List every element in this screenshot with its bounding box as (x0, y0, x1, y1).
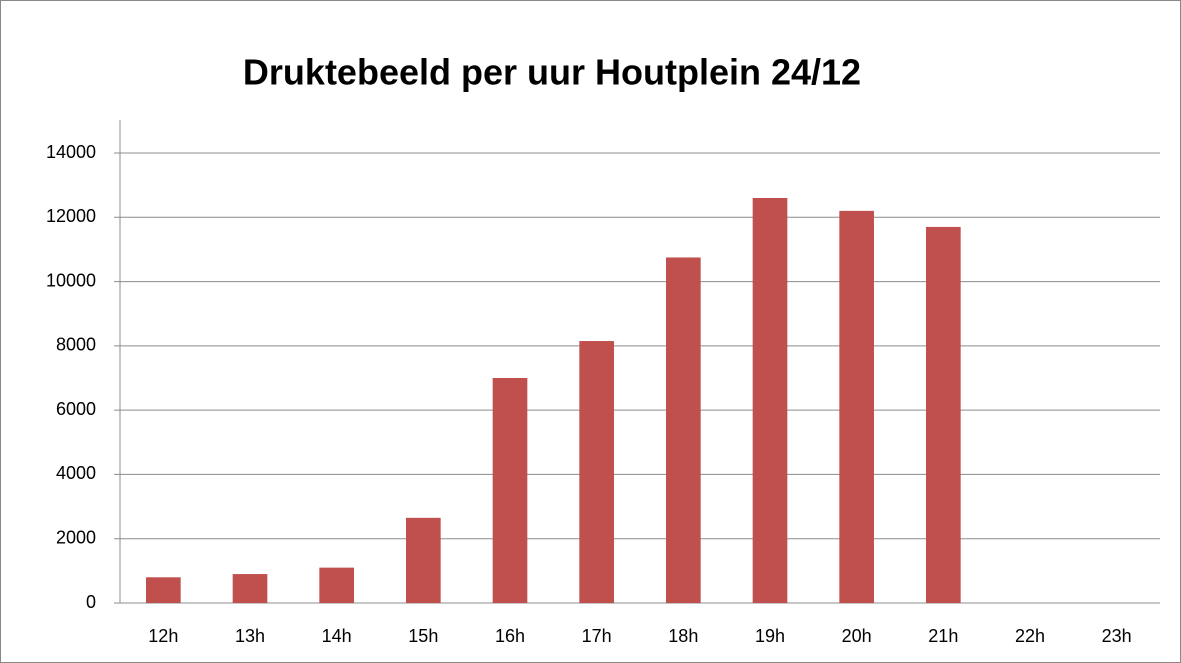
bar (579, 341, 614, 603)
bar (839, 210, 874, 603)
x-tick-label: 23h (1102, 626, 1132, 646)
bar (146, 577, 181, 603)
x-tick-label: 21h (928, 626, 958, 646)
x-tick-label: 14h (322, 626, 352, 646)
bar (926, 226, 961, 603)
bar (232, 574, 268, 603)
x-tick-label: 17h (582, 626, 612, 646)
y-tick-label: 0 (86, 592, 96, 612)
y-tick-label: 12000 (46, 206, 96, 226)
bar (406, 517, 441, 603)
y-tick-label: 4000 (56, 463, 96, 483)
x-tick-label: 16h (495, 626, 525, 646)
x-tick-label: 13h (235, 626, 265, 646)
y-tick-label: 2000 (56, 527, 96, 547)
y-tick-label: 10000 (46, 270, 96, 290)
bar (492, 378, 528, 603)
x-tick-label: 22h (1015, 626, 1045, 646)
y-tick-label: 6000 (56, 399, 96, 419)
x-tick-label: 12h (148, 626, 178, 646)
x-tick-label: 19h (755, 626, 785, 646)
bar (319, 567, 354, 603)
bar (666, 257, 701, 603)
y-tick-label: 8000 (56, 335, 96, 355)
chart-title: Druktebeeld per uur Houtplein 24/12 (243, 52, 861, 93)
y-tick-label: 14000 (46, 142, 96, 162)
x-tick-label: 20h (842, 626, 872, 646)
bar (752, 198, 788, 603)
x-tick-label: 18h (668, 626, 698, 646)
x-tick-label: 15h (408, 626, 438, 646)
